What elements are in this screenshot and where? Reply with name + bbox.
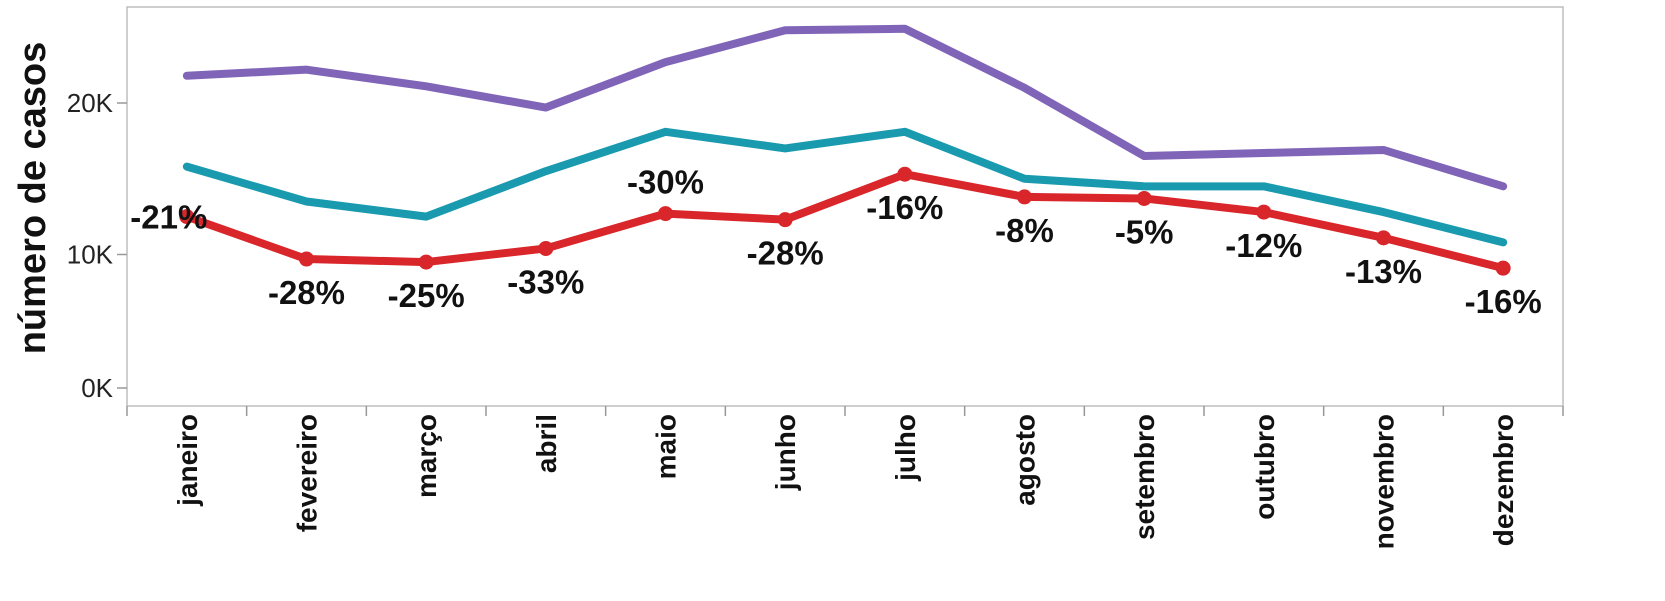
y-tick-label: 0K (81, 373, 113, 403)
data-point (777, 212, 793, 228)
series-line-3 (182, 170, 1508, 273)
data-label: -16% (1465, 283, 1542, 320)
x-tick-label: janeiro (172, 414, 203, 507)
x-tick-label: julho (890, 414, 921, 482)
x-tick-label: novembro (1369, 414, 1400, 549)
x-tick-label: fevereiro (292, 414, 323, 532)
x-tick-label: outubro (1249, 414, 1280, 520)
x-tick-label: março (411, 414, 442, 498)
data-point (1495, 260, 1511, 276)
data-point (299, 251, 314, 267)
x-tick-label: agosto (1010, 414, 1041, 506)
data-label: -33% (507, 263, 584, 300)
x-axis: janeiro fevereiro março abril maio junho julho… (126, 406, 1564, 549)
data-label: -28% (268, 274, 345, 311)
x-tick-label: junho (770, 414, 801, 491)
x-tick-label: dezembro (1488, 414, 1519, 546)
y-axis-label: número de casos (12, 42, 54, 355)
data-point (1376, 230, 1391, 246)
series-layer (179, 24, 1511, 276)
data-point (897, 166, 913, 182)
series-line-1 (182, 24, 1508, 191)
data-label: -5% (1115, 213, 1174, 250)
data-point (179, 209, 195, 225)
data-label: -28% (747, 235, 824, 272)
data-label: -21% (130, 199, 207, 236)
data-point (538, 240, 554, 256)
y-axis: 0K 10K 20K (67, 88, 127, 403)
data-point (1017, 189, 1032, 205)
data-point (1256, 204, 1272, 220)
x-tick-label: maio (651, 414, 682, 479)
y-tick-label: 10K (67, 240, 114, 270)
y-tick-label: 20K (67, 88, 114, 118)
data-point (658, 206, 673, 222)
data-labels: -21% -28% -25% -33% -30% -28% -16% -8% -5% -12% -1… (130, 164, 1541, 321)
data-label: -16% (866, 189, 943, 226)
x-tick-label: abril (531, 414, 562, 473)
data-label: -25% (388, 277, 465, 314)
series-line-2 (182, 127, 1508, 247)
data-label: -30% (627, 164, 704, 201)
data-point (1136, 190, 1152, 206)
data-label: -8% (995, 212, 1054, 249)
data-point (418, 254, 434, 270)
data-label: -13% (1345, 253, 1422, 290)
data-label: -12% (1225, 227, 1302, 264)
x-tick-label: setembro (1129, 414, 1160, 540)
